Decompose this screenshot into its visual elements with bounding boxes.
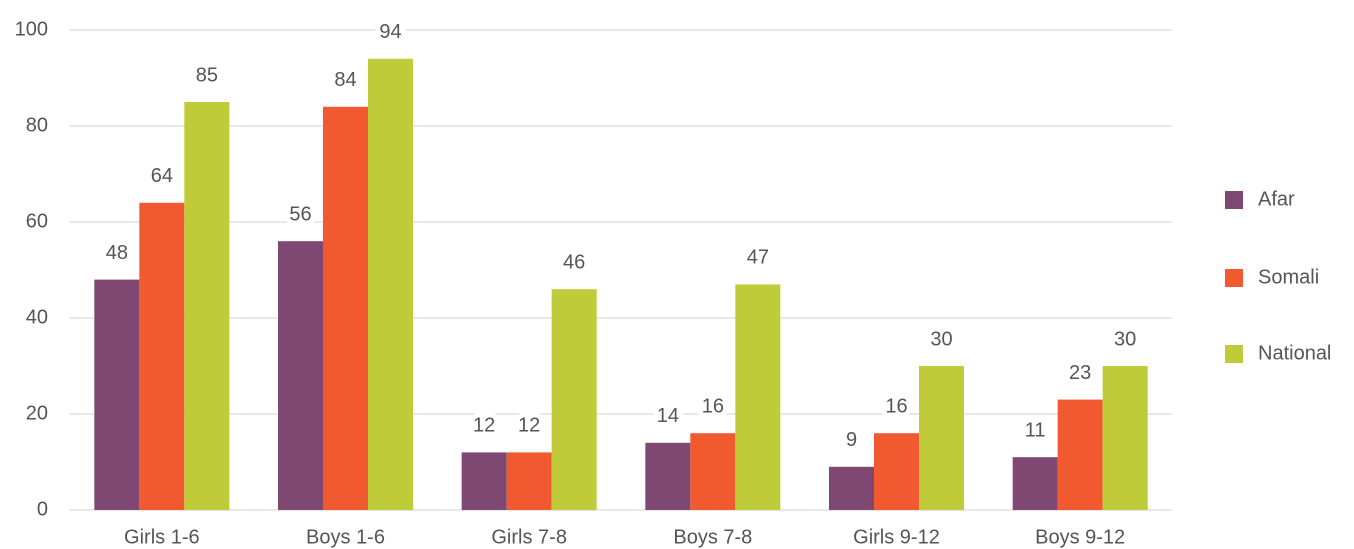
data-label: 46 [563, 251, 585, 273]
bar [829, 466, 874, 510]
bar [368, 58, 413, 511]
x-tick-label: Girls 9-12 [853, 526, 940, 548]
y-tick-label: 100 [15, 18, 48, 40]
bar [94, 279, 140, 510]
legend-swatch [1225, 269, 1243, 287]
bar [1102, 366, 1148, 510]
bar [1012, 457, 1058, 510]
y-tick-label: 0 [37, 498, 48, 520]
bar [506, 452, 552, 510]
data-label: 12 [518, 415, 540, 437]
legend-label: National [1258, 342, 1331, 364]
data-label: 56 [289, 203, 311, 225]
bar [1057, 399, 1103, 510]
data-label: 47 [747, 247, 769, 269]
data-label: 94 [379, 21, 401, 43]
x-tick-label: Boys 7-8 [673, 526, 752, 548]
bar [323, 106, 368, 511]
bar [461, 452, 507, 510]
data-label: 11 [1025, 419, 1046, 441]
data-label: 14 [657, 405, 679, 427]
y-tick-label: 80 [26, 114, 48, 136]
x-tick-label: Boys 1-6 [306, 526, 385, 548]
bar [874, 433, 919, 510]
y-tick-label: 20 [26, 402, 48, 424]
legend-swatch [1225, 191, 1243, 209]
data-label: 84 [334, 69, 356, 91]
bar [645, 442, 691, 510]
legend-swatch [1225, 345, 1243, 363]
bar [735, 284, 781, 510]
data-label: 9 [846, 429, 857, 451]
bar [139, 202, 185, 511]
x-tick-label: Girls 1-6 [124, 526, 200, 548]
legend-label: Somali [1258, 266, 1319, 288]
x-tick-label: Boys 9-12 [1035, 526, 1125, 548]
bar [184, 102, 230, 510]
data-label: 23 [1069, 362, 1091, 384]
data-label: 48 [106, 242, 128, 264]
y-tick-label: 60 [26, 210, 48, 232]
legend-label: Afar [1258, 188, 1295, 210]
x-tick-label: Girls 7-8 [491, 526, 567, 548]
y-tick-label: 40 [26, 306, 48, 328]
data-label: 12 [473, 415, 495, 437]
data-label: 64 [151, 165, 173, 187]
data-label: 85 [196, 64, 218, 86]
bar [919, 366, 964, 510]
data-label: 16 [702, 395, 724, 417]
data-label: 16 [885, 395, 907, 417]
data-label: 30 [1114, 328, 1136, 350]
bar [690, 433, 736, 510]
bar [278, 241, 323, 510]
data-label: 30 [930, 328, 952, 350]
bar [551, 289, 597, 510]
